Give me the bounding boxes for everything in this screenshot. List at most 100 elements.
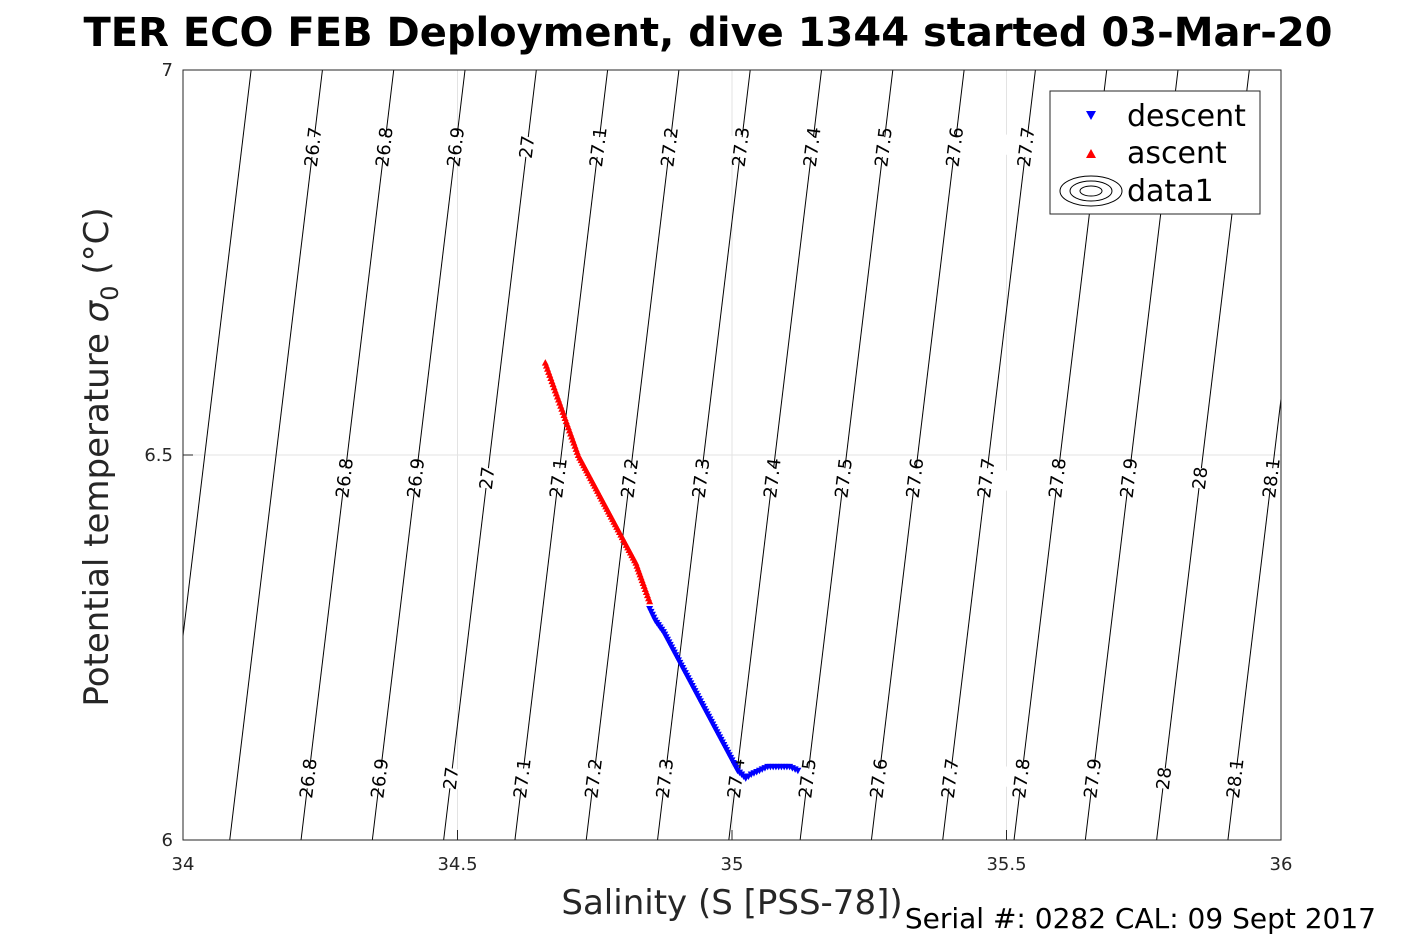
isopycnal-label: 27.8 bbox=[1009, 757, 1035, 799]
isopycnal-label-gap bbox=[424, 765, 479, 792]
isopycnal-label: 27 bbox=[440, 766, 464, 791]
isopycnal-label: 27.5 bbox=[795, 757, 821, 799]
isopycnal-label: 27.7 bbox=[974, 457, 1000, 499]
x-tick-label: 34 bbox=[172, 854, 195, 875]
isopycnal-label: 27.4 bbox=[800, 126, 826, 168]
isopycnal-labels: 26.7 26.8 26.9 27 27.1 27.2 27.3 27.4 27.5 27.6 27… bbox=[281, 126, 1299, 800]
isopycnal-label: 27.6 bbox=[867, 757, 893, 799]
y-tick-label: 7 bbox=[162, 60, 173, 81]
isopycnal-label-gap bbox=[357, 133, 412, 161]
legend-ascent-label: ascent bbox=[1127, 136, 1227, 171]
isopycnal-label: 26.9 bbox=[443, 126, 469, 168]
isopycnal-label-gap bbox=[785, 133, 840, 161]
isopycnal-label: 27.3 bbox=[729, 126, 755, 168]
isopycnal-label-gap bbox=[1065, 765, 1120, 792]
isopycnal-label-gap bbox=[1173, 465, 1228, 492]
x-axis-label: Salinity (S [PSS-78]) bbox=[561, 883, 902, 923]
isopycnal-label: 27.3 bbox=[653, 757, 679, 799]
isopycnal-label: 28 bbox=[1189, 466, 1213, 491]
isopycnal-label: 28.1 bbox=[1223, 757, 1249, 799]
isopycnal-label-gap bbox=[745, 465, 800, 492]
isopycnal-label: 27.1 bbox=[586, 126, 612, 168]
isopycnal-label-gap bbox=[816, 465, 871, 492]
isopycnal-label: 27.9 bbox=[1117, 457, 1143, 499]
ascent-series bbox=[541, 359, 654, 605]
isopycnal-label: 27.7 bbox=[1014, 126, 1040, 168]
isopycnal-label-gap bbox=[927, 133, 982, 161]
isopycnal-label: 27.8 bbox=[1045, 457, 1071, 499]
x-tick-label: 35 bbox=[721, 854, 744, 875]
isopycnal-label-gap bbox=[495, 765, 550, 792]
x-tick-label: 35.5 bbox=[986, 854, 1026, 875]
isopycnal-label: 27.1 bbox=[546, 457, 572, 499]
isopycnal-label-gap bbox=[1244, 465, 1299, 492]
y-axis-label-sigma: σ bbox=[77, 299, 117, 322]
isopycnal-line bbox=[657, 70, 751, 840]
y-axis-label-sub: 0 bbox=[96, 285, 124, 300]
isopycnal-line bbox=[229, 70, 323, 840]
isopycnal-label-gap bbox=[1030, 465, 1085, 492]
density-contours: 26.7 26.8 26.9 27 27.1 27.2 27.3 27.4 27.5 27.6 27… bbox=[183, 70, 1299, 840]
isopycnal-label-gap bbox=[531, 465, 586, 492]
isopycnal-line bbox=[514, 70, 609, 840]
legend-ascent-marker bbox=[1086, 149, 1096, 158]
isopycnal-label-gap bbox=[1137, 765, 1192, 792]
legend-descent-label: descent bbox=[1127, 99, 1246, 134]
isopycnal-label: 27.4 bbox=[760, 457, 786, 499]
descent-marker bbox=[794, 767, 802, 775]
isopycnal-label-gap bbox=[856, 133, 911, 161]
isopycnal-label-gap bbox=[388, 465, 443, 492]
isopycnal-label: 26.9 bbox=[404, 457, 430, 499]
isopycnal-label-gap bbox=[602, 465, 657, 492]
legend: descent ascent data1 bbox=[1049, 90, 1261, 215]
isopycnal-line bbox=[942, 70, 1036, 840]
isopycnal-label: 27.2 bbox=[657, 126, 683, 168]
isopycnal-label-gap bbox=[460, 465, 515, 492]
y-axis-label-prefix: Potential temperature bbox=[77, 322, 117, 706]
isopycnal-label-gap bbox=[352, 765, 407, 792]
isopycnal-label: 26.8 bbox=[372, 126, 398, 168]
isopycnal-line bbox=[728, 70, 823, 840]
isopycnal-label-gap bbox=[959, 465, 1014, 492]
y-tick-label: 6 bbox=[162, 830, 173, 851]
isopycnal-label-gap bbox=[1208, 765, 1263, 792]
isopycnal-label: 27.7 bbox=[938, 757, 964, 799]
isopycnal-label: 27.6 bbox=[943, 126, 969, 168]
y-tick-label: 6.5 bbox=[144, 445, 173, 466]
isopycnal-label-gap bbox=[571, 133, 626, 161]
y-axis-label-suffix: (°C) bbox=[77, 207, 117, 285]
isopycnal-label-gap bbox=[286, 133, 341, 161]
isopycnal-label-gap bbox=[780, 765, 835, 792]
legend-data1-label: data1 bbox=[1127, 174, 1214, 209]
y-axis-label: Potential temperature σ0 (°C) bbox=[77, 207, 124, 706]
isopycnal-line bbox=[300, 70, 395, 840]
isopycnal-label: 27.9 bbox=[1080, 757, 1106, 799]
ascent-marker bbox=[646, 597, 654, 605]
isopycnal-label: 27.2 bbox=[581, 757, 607, 799]
isopycnal-label-gap bbox=[999, 133, 1054, 161]
isopycnal-label-gap bbox=[642, 133, 697, 161]
isopycnal-line bbox=[870, 70, 965, 840]
chart-title: TER ECO FEB Deployment, dive 1344 starte… bbox=[83, 10, 1332, 56]
isopycnal-label: 28 bbox=[1153, 766, 1177, 791]
isopycnal-label: 26.8 bbox=[296, 757, 322, 799]
isopycnal-line bbox=[585, 70, 680, 840]
isopycnal-label-gap bbox=[1101, 465, 1156, 492]
isopycnal-label: 27.1 bbox=[510, 757, 536, 799]
isopycnal-label: 27.5 bbox=[831, 457, 857, 499]
isopycnal-line bbox=[799, 70, 894, 840]
isopycnal-label-gap bbox=[674, 465, 729, 492]
isopycnal-label-gap bbox=[923, 765, 978, 792]
axis-ticks: 34 34.5 35 35.5 36 6 6.5 7 bbox=[144, 60, 1292, 875]
isopycnal-label-gap bbox=[566, 765, 621, 792]
isopycnal-label-gap bbox=[500, 133, 555, 161]
isopycnal-label: 27.2 bbox=[617, 457, 643, 499]
isopycnal-label: 27.6 bbox=[903, 457, 929, 499]
isopycnal-label: 26.7 bbox=[301, 126, 327, 168]
isopycnal-line bbox=[183, 70, 252, 641]
x-tick-label: 36 bbox=[1270, 854, 1293, 875]
isopycnal-line bbox=[443, 70, 537, 840]
isopycnal-label-gap bbox=[317, 465, 372, 492]
legend-data1-contour-icon bbox=[1059, 175, 1123, 207]
